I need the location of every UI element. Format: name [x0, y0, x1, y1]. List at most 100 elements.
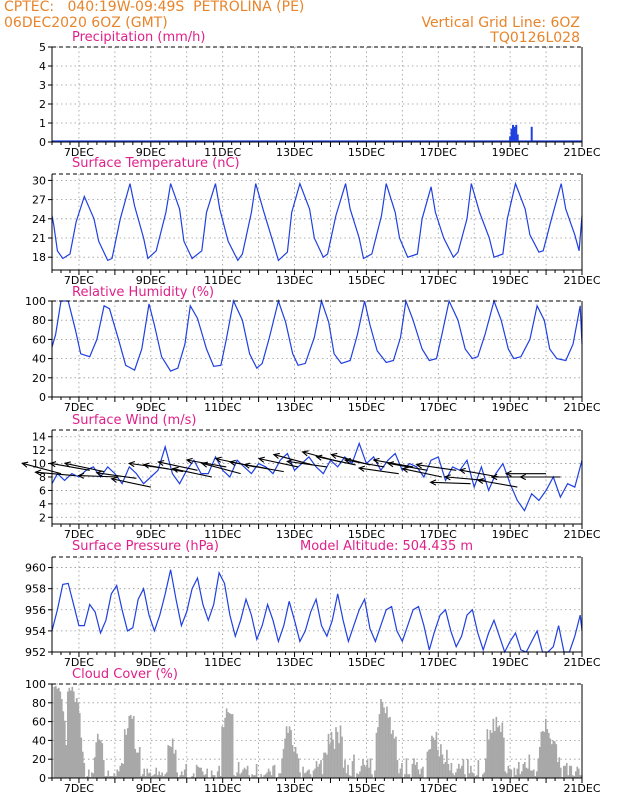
- cloud-bar: [441, 754, 444, 778]
- cloud-bar: [224, 717, 226, 778]
- wind-arrow-head: [110, 476, 118, 483]
- cloud-bar: [281, 758, 283, 778]
- cloud-bar: [386, 706, 388, 778]
- cloud-bar: [206, 768, 208, 778]
- cloud-bar: [306, 770, 309, 778]
- cloud-bar: [525, 767, 528, 778]
- cloud-bar: [513, 767, 516, 778]
- wind-arrow: [111, 478, 151, 488]
- cloud-bar: [395, 736, 397, 778]
- cloud-bar: [538, 747, 541, 778]
- x-tick-label: 21DEC: [563, 401, 600, 414]
- y-tick-label: 960: [25, 562, 46, 575]
- x-tick-label: 7DEC: [64, 401, 94, 414]
- wind-arrow: [459, 469, 500, 478]
- cloud-bar: [483, 772, 486, 778]
- wind-arrow-head: [386, 461, 395, 468]
- cloud-bar: [347, 764, 349, 778]
- cloud-bar: [312, 770, 315, 778]
- cloud-bar: [240, 772, 243, 778]
- cloud-bar: [520, 771, 523, 778]
- wind-arrow: [186, 459, 227, 468]
- wind-arrow: [172, 468, 213, 478]
- y-tick-label: 0: [39, 772, 46, 785]
- wind-arrow-head: [272, 452, 280, 459]
- cloud-bar: [77, 702, 80, 778]
- cloud-bar: [532, 769, 535, 778]
- wind-arrow: [64, 462, 105, 473]
- cloud-bar: [266, 772, 268, 778]
- cloud-bar: [290, 730, 292, 778]
- cloud-bar: [497, 727, 499, 778]
- wind-arrow-head: [315, 454, 323, 461]
- cloud-bar: [362, 759, 364, 778]
- cloud-bar: [164, 774, 167, 778]
- cloud-bar: [443, 763, 445, 778]
- cloud-bar: [126, 728, 129, 778]
- y-tick-label: 18: [32, 251, 46, 264]
- cloud-bar: [329, 744, 331, 778]
- wind-arrow: [22, 462, 62, 475]
- x-tick-label: 15DEC: [348, 528, 385, 541]
- x-tick-label: 9DEC: [136, 146, 166, 159]
- wind-arrow-head: [401, 466, 409, 473]
- x-tick-label: 19DEC: [492, 274, 529, 287]
- cloud-bar: [110, 776, 113, 778]
- y-tick-label: 21: [32, 232, 46, 245]
- cloud-bar: [474, 776, 477, 778]
- cloud-bar: [279, 773, 282, 778]
- cloud-bar: [438, 756, 441, 778]
- y-tick-label: 20: [32, 372, 46, 385]
- precip-bar: [515, 124, 518, 142]
- cloud-bar: [297, 758, 300, 778]
- cloud-bar: [87, 769, 90, 778]
- wind-arrow-head: [504, 470, 512, 477]
- cloud-bar: [294, 747, 297, 778]
- cloud-bar: [383, 707, 385, 778]
- cloud-bar: [419, 774, 421, 778]
- cloud-bar: [369, 758, 372, 778]
- cloud-bar: [98, 739, 101, 778]
- cloud-bar: [86, 776, 89, 778]
- wind-arrow-head: [519, 473, 527, 481]
- cloud-bar: [543, 731, 546, 778]
- cloud-bar: [263, 775, 265, 778]
- cloud-bar: [182, 775, 185, 778]
- cloud-bar: [359, 771, 361, 778]
- cloud-bar: [147, 773, 150, 778]
- y-tick-label: 40: [32, 734, 46, 747]
- panel-title-temp: Surface Temperature (nC): [72, 156, 240, 171]
- x-tick-label: 9DEC: [136, 656, 166, 669]
- cloud-bar: [116, 769, 119, 778]
- cloud-bar: [210, 770, 213, 778]
- cloud-bar: [384, 713, 387, 778]
- x-tick-label: 9DEC: [136, 274, 166, 287]
- cloud-bar: [534, 776, 537, 778]
- x-tick-label: 19DEC: [492, 528, 529, 541]
- cloud-bar: [401, 763, 403, 778]
- cloud-bar: [230, 714, 232, 778]
- cloud-bar: [392, 730, 394, 778]
- cloud-bar: [278, 773, 280, 778]
- cloud-bar: [515, 775, 517, 778]
- header-station: CPTEC: 040:19W-09:49S PETROLINA (PE): [4, 0, 305, 15]
- cloud-bar: [219, 776, 222, 778]
- cloud-bar: [396, 760, 399, 778]
- cloud-bar: [267, 768, 270, 778]
- x-tick-label: 11DEC: [204, 146, 241, 159]
- cloud-bar: [152, 775, 155, 778]
- y-tick-label: 24: [32, 213, 46, 226]
- cloud-bar: [422, 766, 424, 778]
- cloud-bar: [141, 774, 144, 778]
- wind-arrow: [78, 475, 119, 478]
- cloud-bar: [357, 774, 360, 778]
- wind-arrow-head: [63, 461, 71, 468]
- x-tick-label: 7DEC: [64, 528, 94, 541]
- panel-title-cloud: Cloud Cover (%): [72, 667, 178, 682]
- y-tick-label: 30: [32, 174, 46, 187]
- cloud-bar: [544, 718, 547, 778]
- x-tick-label: 19DEC: [492, 656, 529, 669]
- x-tick-label: 15DEC: [348, 146, 385, 159]
